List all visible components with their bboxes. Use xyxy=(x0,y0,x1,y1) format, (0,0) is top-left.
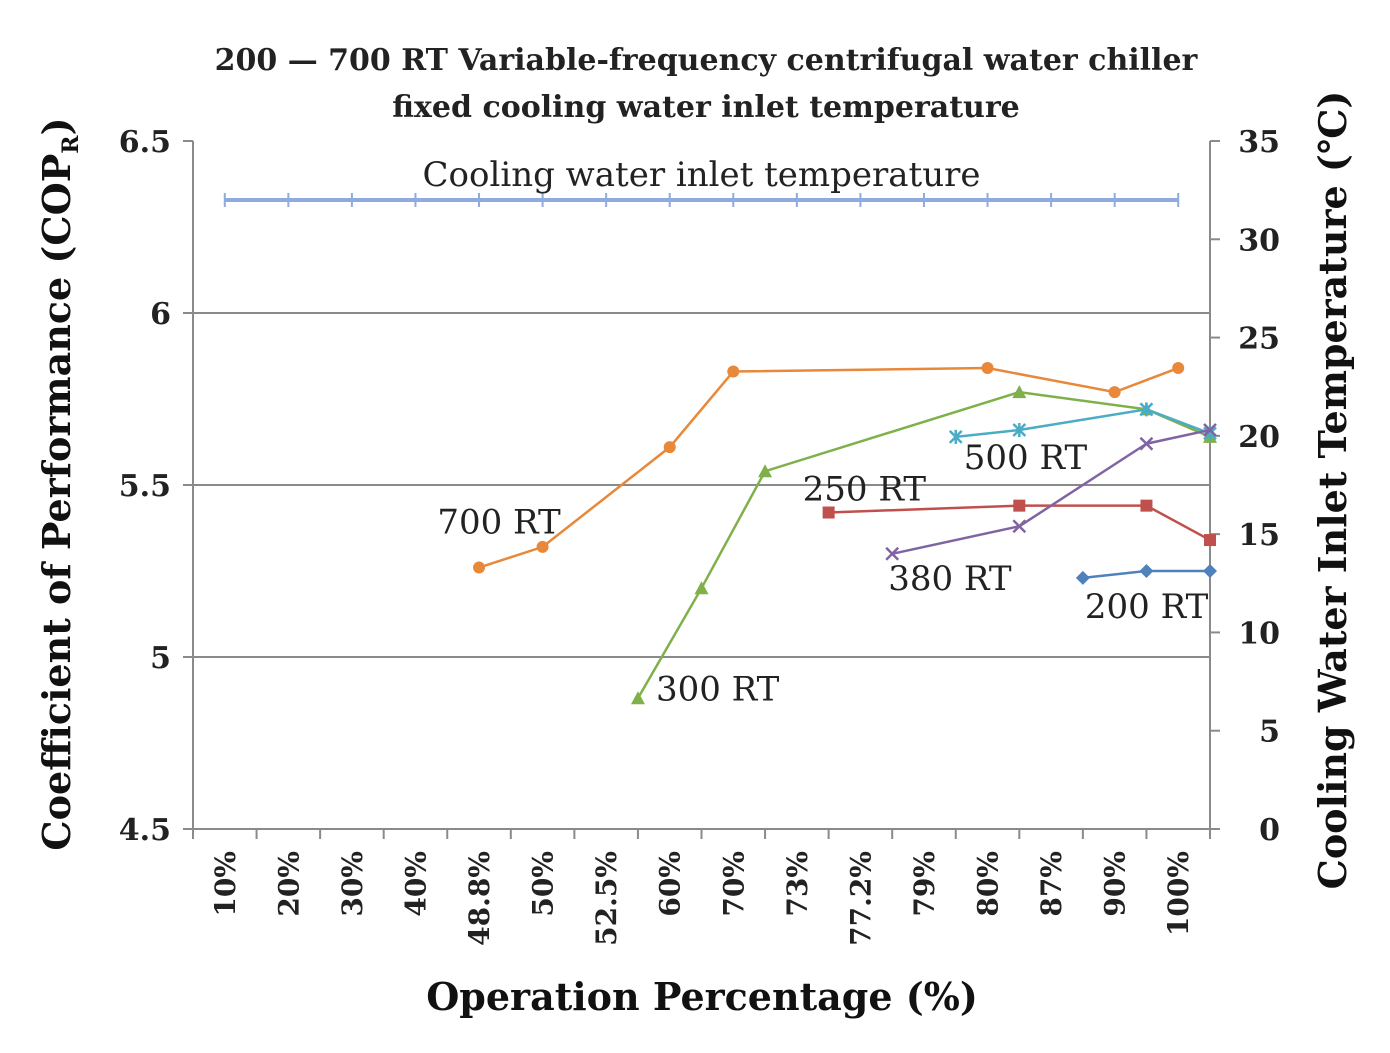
series-labels: Cooling water inlet temperature 700 RT 300… xyxy=(423,155,1209,709)
data-point xyxy=(663,441,676,454)
data-point xyxy=(981,362,994,375)
y2-tick-label: 30 xyxy=(1238,223,1280,258)
data-point xyxy=(1012,385,1027,399)
series-line xyxy=(636,390,1211,699)
x-tick-label: 77.2% xyxy=(844,851,877,946)
x-tick-label: 73% xyxy=(781,851,814,917)
y-tick-label: 6 xyxy=(150,297,171,332)
data-point xyxy=(1012,519,1027,534)
y2-tick-label: 35 xyxy=(1238,125,1280,160)
data-point xyxy=(1013,499,1026,512)
x-tick-label: 90% xyxy=(1099,851,1132,917)
data-point xyxy=(822,506,835,519)
x-tick-label: 52.5% xyxy=(590,851,623,946)
y-tick-label: 4.5 xyxy=(119,813,171,848)
y2-tick-label: 10 xyxy=(1238,616,1280,651)
data-point xyxy=(948,429,963,444)
data-point xyxy=(1203,564,1217,578)
series-250-rt xyxy=(822,499,1216,547)
x-tick-label: 80% xyxy=(972,851,1005,917)
y-axis-label-subscript: R xyxy=(58,135,84,154)
tick-labels: 4.5 5 5.5 6 6.5 0 5 10 15 20 25 30 35 10% 20% 30% 40% 48.… xyxy=(119,125,1280,946)
series-label-700-rt: 700 RT xyxy=(437,503,561,543)
x-tick-label: 70% xyxy=(717,851,750,917)
y2-axis-label: Cooling Water Inlet Temperature (℃) xyxy=(1310,91,1355,890)
y-axis-label: Coefficient of Performance (COPR) xyxy=(34,117,84,850)
y2-tick-label: 0 xyxy=(1259,813,1280,848)
x-tick-label: 40% xyxy=(399,851,432,917)
y-tick-label: 5 xyxy=(150,641,171,676)
series-label-cooling-water-inlet-temperature: Cooling water inlet temperature xyxy=(423,155,981,195)
series-label-300-rt: 300 RT xyxy=(656,669,780,709)
data-point xyxy=(1203,423,1217,437)
data-point xyxy=(1204,534,1216,547)
x-tick-label: 87% xyxy=(1035,851,1068,917)
data-point xyxy=(758,464,773,478)
data-point xyxy=(885,546,900,561)
y-axis-label-main: Coefficient of Performance (COP xyxy=(34,154,79,851)
series-200-rt xyxy=(1075,564,1217,585)
y-tick-label: 6.5 xyxy=(119,125,171,160)
series-line xyxy=(955,408,1211,439)
data-point xyxy=(1108,386,1121,399)
y2-tick-label: 20 xyxy=(1238,420,1280,455)
chart-title-line-2: fixed cooling water inlet temperature xyxy=(392,90,1020,125)
data-point xyxy=(1140,499,1153,512)
y-axis-label-close: ) xyxy=(34,117,79,135)
series-380-rt xyxy=(885,423,1217,561)
series-cooling-water-inlet-temperature xyxy=(223,192,1180,207)
data-point xyxy=(727,365,740,378)
data-point xyxy=(1075,570,1090,585)
data-point xyxy=(473,561,486,574)
y2-tick-label: 25 xyxy=(1238,322,1280,357)
data-point xyxy=(694,581,709,595)
series-line xyxy=(891,428,1211,556)
x-tick-label: 20% xyxy=(272,851,305,917)
x-tick-label: 79% xyxy=(908,851,941,917)
data-point xyxy=(630,691,645,705)
data-point xyxy=(536,540,549,553)
data-point xyxy=(1172,362,1185,375)
series-label-380-rt: 380 RT xyxy=(888,559,1012,599)
y2-tick-label: 5 xyxy=(1259,715,1280,750)
data-point xyxy=(1139,436,1154,451)
x-tick-label: 100% xyxy=(1162,851,1195,936)
series-700-rt xyxy=(473,362,1185,574)
x-axis-label: Operation Percentage (%) xyxy=(426,974,978,1019)
x-tick-label: 10% xyxy=(209,851,242,917)
axes xyxy=(183,140,1220,839)
x-tick-label: 30% xyxy=(336,851,369,917)
x-tick-label: 50% xyxy=(527,851,560,917)
data-point xyxy=(1139,402,1154,417)
data-point xyxy=(1139,564,1154,578)
gridlines xyxy=(193,312,1210,658)
chart-title-line-1: 200 — 700 RT Variable-frequency centrifu… xyxy=(215,43,1199,78)
series-line xyxy=(828,504,1211,542)
y-tick-label: 5.5 xyxy=(119,469,171,504)
x-tick-label: 60% xyxy=(654,851,687,917)
x-tick-label: 48.8% xyxy=(463,851,496,946)
series-label-500-rt: 500 RT xyxy=(964,438,1088,478)
series-500-rt xyxy=(948,402,1217,444)
data-point xyxy=(1012,422,1027,437)
series-label-200-rt: 200 RT xyxy=(1085,587,1209,627)
series-label-250-rt: 250 RT xyxy=(803,470,927,510)
y2-tick-label: 15 xyxy=(1238,518,1280,553)
series-lines xyxy=(223,192,1217,705)
